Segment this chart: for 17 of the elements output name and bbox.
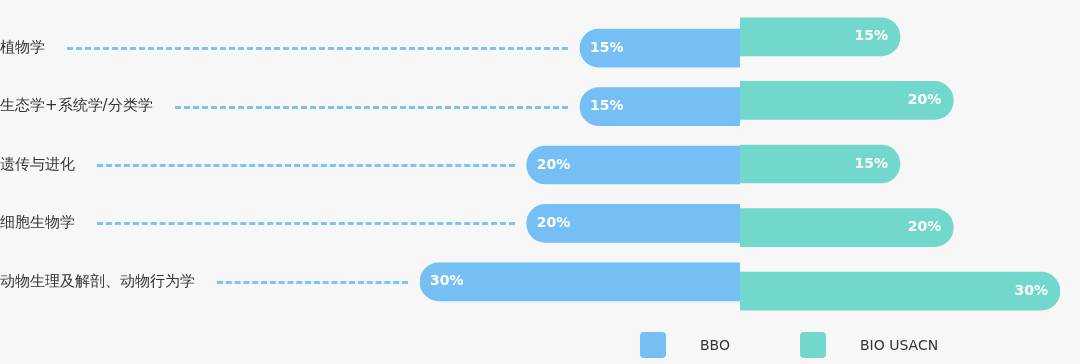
text: BBO (700, 337, 730, 353)
y-tick-label: 动物生理及解剖、动物行为学 (0, 271, 195, 290)
data-label: 30% (1014, 281, 1048, 298)
series-label: BIO USACN (859, 337, 939, 353)
y-tick-label: 生态学+系统学/分类学 (0, 96, 153, 115)
data-label: 30% (430, 272, 464, 289)
data-label: 15% (854, 154, 888, 171)
data-label: 20% (536, 214, 571, 231)
data-label: 20% (907, 91, 942, 108)
y-tick-label: 遗传与进化 (0, 154, 75, 173)
data-label: 20% (907, 218, 942, 235)
data-label: 20% (536, 155, 571, 172)
data-label: 15% (854, 27, 888, 44)
data-label: 15% (590, 38, 624, 55)
data-label: 15% (590, 97, 624, 114)
y-tick-label: 植物学 (0, 38, 45, 57)
y-tick-label: 细胞生物学 (0, 213, 75, 232)
